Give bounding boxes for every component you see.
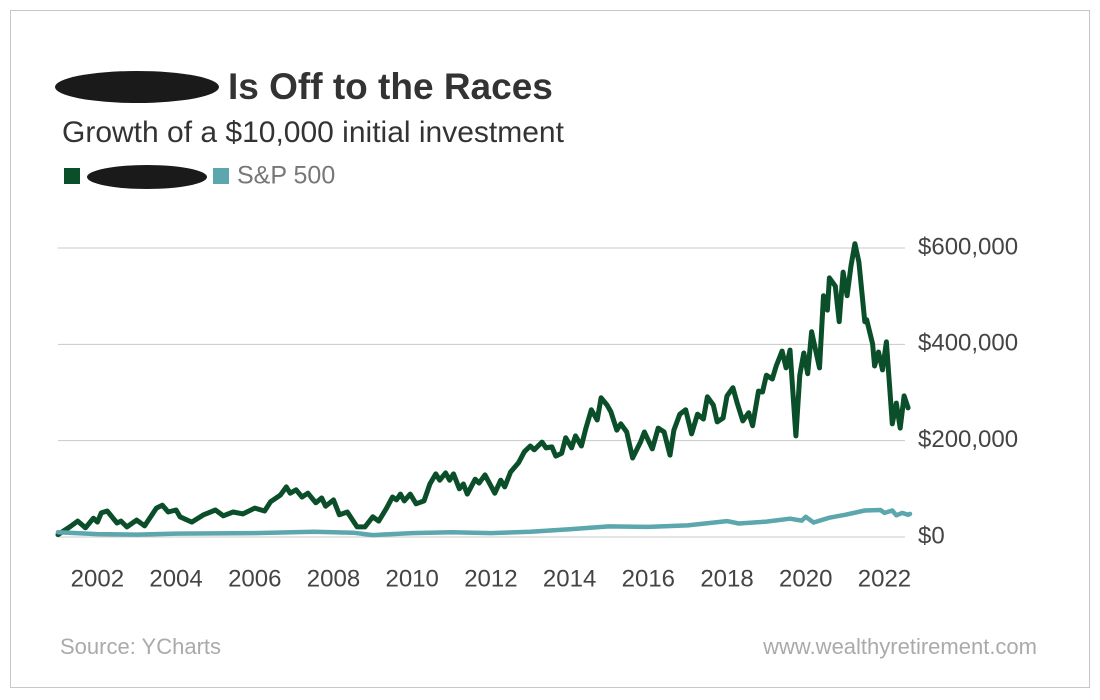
- chart-subtitle: Growth of a $10,000 initial investment: [62, 116, 565, 149]
- source: Source: YCharts: [60, 634, 221, 659]
- x-tick-label: 2004: [149, 565, 202, 592]
- series-line: [55, 507, 913, 538]
- x-tick-label: 2012: [464, 565, 517, 592]
- x-tick-label: 2006: [228, 565, 281, 592]
- x-tick-label: 2008: [307, 565, 360, 592]
- x-tick-label: 2022: [858, 565, 911, 592]
- website: www.wealthyretirement.com: [762, 634, 1037, 659]
- x-tick-label: 2002: [71, 565, 124, 592]
- y-tick-label: $400,000: [918, 330, 1018, 357]
- chart-title: Is Off to the Races: [228, 66, 553, 107]
- x-tick-label: 2020: [779, 565, 832, 592]
- card: [10, 10, 1090, 688]
- redaction: [55, 71, 219, 103]
- y-tick-label: $0: [918, 522, 945, 549]
- legend-label: S&P 500: [237, 162, 335, 190]
- x-tick-label: 2016: [622, 565, 675, 592]
- redaction: [87, 165, 207, 189]
- y-tick-label: $600,000: [918, 233, 1018, 260]
- x-tick-label: 2014: [543, 565, 596, 592]
- x-tick-label: 2018: [700, 565, 753, 592]
- y-tick-label: $200,000: [918, 426, 1018, 453]
- legend-swatch: [64, 168, 80, 184]
- legend-swatch: [213, 168, 229, 184]
- series-line: [55, 241, 911, 538]
- x-tick-label: 2010: [385, 565, 438, 592]
